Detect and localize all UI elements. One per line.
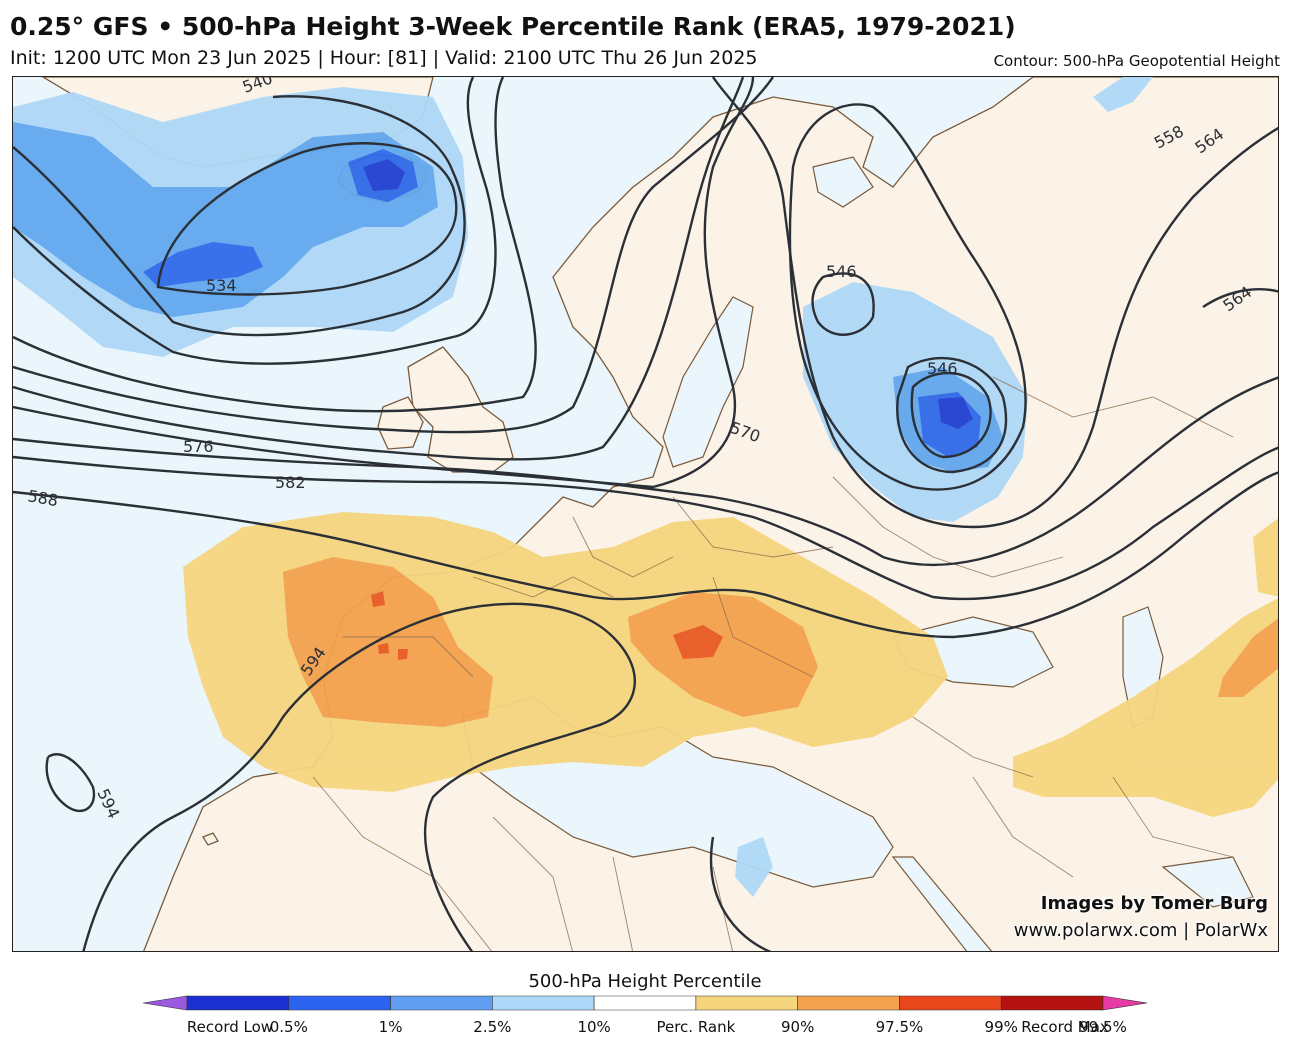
anomaly-0p5pct-iceland: [363, 159, 405, 191]
contour-label: 588: [26, 486, 59, 510]
contour-558: [13, 77, 774, 434]
colorbar-segment: [593, 995, 697, 1011]
contour-588: [13, 471, 1278, 639]
anomaly-99pct-balkans: [673, 625, 723, 659]
colorbar-label: Perc. Rank: [656, 1018, 736, 1036]
colorbar-segment: [492, 995, 595, 1011]
contour-552: [13, 77, 537, 413]
colorbar-label: 10%: [577, 1018, 611, 1036]
negative-anomaly-layer: [13, 77, 1153, 897]
canary-islands-land: [202, 832, 219, 846]
britain-land: [407, 346, 514, 473]
contour-594-atlantic: [45, 753, 96, 813]
colorbar-label: 99%: [984, 1018, 1018, 1036]
colorbar-segment: [1102, 995, 1148, 1011]
contour-label: 534: [206, 276, 237, 295]
colorbar-label: 97.5%: [875, 1018, 924, 1036]
colorbar-segment: [899, 995, 1002, 1011]
map-svg: 540 534 546 546 558 564 564 570 576 582 …: [13, 77, 1278, 951]
map-panel: 540 534 546 546 558 564 564 570 576 582 …: [12, 76, 1279, 952]
contour-594-iberia: [82, 602, 636, 951]
country-borders: [312, 376, 1234, 951]
anomaly-97p5pct-balkans: [628, 592, 818, 717]
colorbar-label: 2.5%: [473, 1018, 512, 1036]
credit-author: Images by Tomer Burg: [1040, 893, 1268, 914]
colorbar-label: 1%: [378, 1018, 403, 1036]
anomaly-90pct-east-edge: [1253, 518, 1278, 597]
colorbar-segment: [186, 995, 290, 1011]
contour-label: 546: [927, 359, 958, 378]
anomaly-0p5pct-russia: [938, 397, 973, 429]
colorbar-segment: [390, 995, 493, 1011]
contour-564-russia: [788, 103, 1027, 491]
contour-546-russia: [811, 272, 875, 336]
chart-subtitle: Init: 1200 UTC Mon 23 Jun 2025 | Hour: […: [10, 47, 758, 69]
height-contours: [13, 77, 1278, 951]
colorbar-label: Record Max: [1021, 1018, 1109, 1036]
contour-label: 576: [183, 437, 214, 456]
white-sea: [812, 156, 874, 208]
baltic-sea: [662, 296, 754, 468]
contour-sinai: [709, 836, 772, 951]
colorbar-segment: [288, 995, 391, 1011]
colorbar-label: Record Low: [186, 1018, 274, 1036]
anomaly-1pct-atlantic: [143, 242, 263, 287]
anomaly-99pct-iberia: [371, 591, 408, 660]
colorbar: [142, 995, 1148, 1011]
colorbar-segment: [1000, 995, 1104, 1011]
contour-546-atlantic: [13, 77, 497, 365]
colorbar-title: 500-hPa Height Percentile: [528, 971, 762, 992]
anomaly-10pct-egypt: [735, 837, 773, 897]
chart-title: 0.25° GFS • 500-hPa Height 3-Week Percen…: [10, 12, 1016, 41]
colorbar-labels: Record Low 0.5% 1% 2.5% 10% Perc. Rank 90% 97.5…: [0, 1018, 1290, 1040]
contour-label: 582: [275, 473, 306, 492]
contour-564-east: [1202, 288, 1278, 308]
contour-564: [13, 77, 745, 461]
contour-note: Contour: 500-hPa Geopotential Height: [993, 52, 1280, 70]
contour-label: 594: [93, 786, 123, 822]
colorbar-label: 99.5%: [1079, 1018, 1127, 1036]
contour-570-euro: [13, 77, 755, 489]
persian-gulf: [1161, 856, 1254, 908]
contour-540: [13, 95, 466, 337]
contour-582: [13, 446, 1278, 601]
credit-website: www.polarwx.com | PolarWx: [1013, 920, 1268, 941]
contour-570-russia: [712, 77, 1278, 529]
anomaly-97p5pct-iberia: [283, 557, 493, 727]
red-sea: [891, 856, 993, 951]
colorbar-label: 90%: [780, 1018, 815, 1036]
contour-576: [13, 376, 1278, 567]
anomaly-10pct-arctic: [1093, 77, 1153, 112]
contour-552-russia: [910, 371, 992, 459]
contour-534: [156, 142, 458, 296]
colorbar-segment: [142, 995, 188, 1011]
contour-label: 546: [826, 262, 857, 281]
anomaly-90pct-middle-east: [1013, 598, 1278, 817]
anomaly-2p5pct-atlantic: [13, 122, 438, 317]
colorbar-segment: [797, 995, 900, 1011]
colorbar-label: 0.5%: [269, 1018, 308, 1036]
colorbar-segment: [695, 995, 798, 1011]
contour-558-russia: [896, 356, 1008, 474]
positive-anomaly-layer: [183, 512, 1278, 817]
anomaly-97p5pct-iran: [1218, 618, 1278, 697]
